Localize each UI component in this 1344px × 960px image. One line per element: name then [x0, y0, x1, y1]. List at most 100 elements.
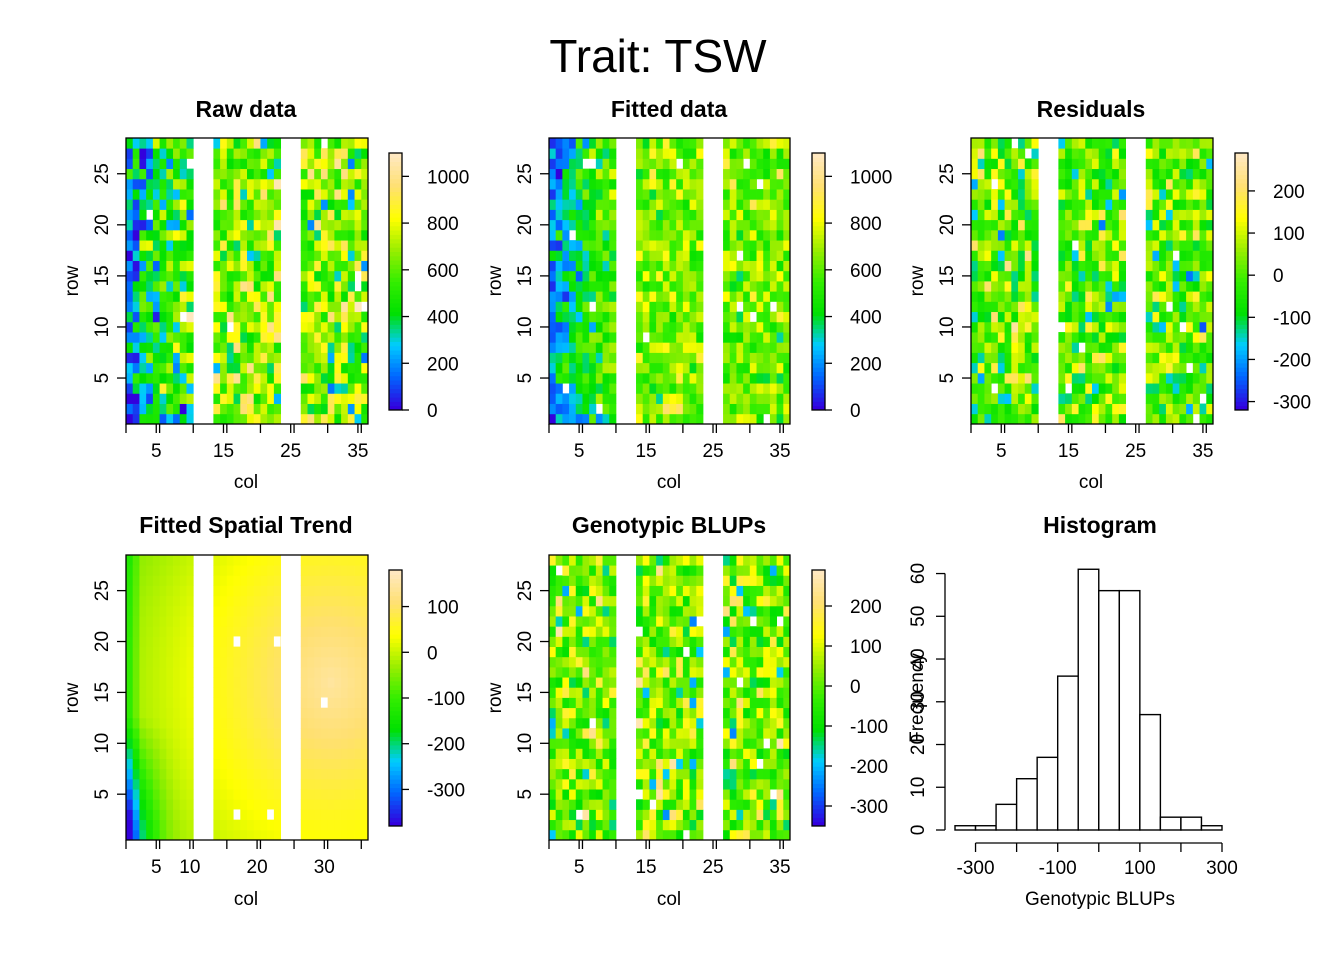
heatmap-cell — [609, 413, 617, 425]
heatmap-cell — [320, 677, 329, 688]
heatmap-cell — [240, 738, 248, 749]
heatmap-cell — [240, 626, 248, 637]
heatmap-cell — [749, 148, 757, 159]
heatmap-cell — [132, 636, 140, 648]
heatmap-cell — [273, 178, 282, 190]
heatmap-cell — [213, 342, 221, 353]
heatmap-cell — [213, 291, 221, 302]
heatmap-cell — [240, 728, 248, 739]
heatmap-cell — [320, 209, 329, 221]
colorbar-swatch — [812, 642, 825, 648]
heatmap-cell — [152, 240, 161, 251]
heatmap-cell — [776, 383, 784, 394]
heatmap-cell — [1118, 168, 1127, 180]
heatmap-cell — [595, 342, 603, 353]
heatmap-cell — [354, 728, 362, 739]
x-axis-label: col — [657, 889, 681, 910]
heatmap-cell — [609, 687, 617, 698]
colorbar-swatch — [812, 813, 825, 818]
heatmap-cell — [173, 138, 181, 149]
heatmap-cell — [186, 829, 194, 841]
heatmap-cell — [723, 178, 731, 190]
colorbar-swatch — [1235, 204, 1248, 210]
heatmap-cell — [669, 656, 677, 668]
heatmap-cell — [662, 209, 670, 221]
heatmap-cell — [669, 301, 677, 313]
heatmap-cell — [159, 707, 167, 719]
heatmap-cell — [595, 829, 603, 841]
heatmap-cell — [186, 728, 194, 739]
heatmap-cell — [1199, 403, 1207, 415]
heatmap-cell — [1145, 321, 1153, 333]
heatmap-cell — [179, 595, 187, 607]
heatmap-cell — [776, 321, 784, 333]
heatmap-cell — [267, 636, 275, 648]
heatmap-cell — [636, 666, 644, 678]
heatmap-cell — [361, 778, 369, 790]
heatmap-cell — [273, 829, 282, 841]
heatmap-cell — [260, 158, 268, 170]
colorbar-swatch — [389, 642, 402, 648]
heatmap-cell — [1172, 372, 1180, 384]
heatmap-cell — [314, 229, 322, 241]
heatmap-cell — [549, 809, 557, 821]
heatmap-cell — [126, 656, 134, 668]
heatmap-cell — [1118, 260, 1127, 272]
heatmap-cell — [327, 616, 335, 627]
heatmap-cell — [682, 178, 690, 190]
heatmap-cell — [126, 799, 134, 810]
heatmap-cell — [1092, 281, 1100, 292]
heatmap-cell — [1071, 393, 1079, 404]
heatmap-cell — [152, 393, 161, 404]
heatmap-cell — [1206, 148, 1214, 159]
panel-title: Histogram — [1043, 512, 1157, 538]
heatmap-cell — [649, 342, 657, 353]
heatmap-cell — [334, 738, 342, 749]
heatmap-cell — [1098, 342, 1106, 353]
heatmap-cell — [562, 403, 570, 415]
colorbar-swatch — [1235, 367, 1248, 372]
heatmap-cell — [689, 281, 697, 292]
colorbar-swatch — [812, 298, 825, 304]
heatmap-cell — [126, 595, 134, 607]
heatmap-cell — [146, 250, 154, 261]
heatmap-cell — [649, 829, 657, 841]
heatmap-cell — [1058, 178, 1066, 190]
heatmap-cell — [132, 687, 140, 698]
heatmap-cell — [783, 393, 791, 404]
heatmap-cell — [1065, 240, 1073, 251]
heatmap-cell — [595, 158, 603, 170]
heatmap-cell — [347, 677, 355, 688]
heatmap-cell — [186, 372, 194, 384]
heatmap-cell — [696, 799, 704, 810]
heatmap-cell — [1031, 189, 1039, 200]
heatmap-cell — [213, 413, 221, 425]
heatmap-cell — [575, 687, 583, 698]
heatmap-cell — [354, 168, 362, 180]
heatmap-cell — [749, 342, 757, 353]
colorbar-swatch — [812, 762, 825, 767]
heatmap-cell — [555, 555, 563, 566]
heatmap-cell — [159, 636, 167, 648]
colorbar-tick-label: -300 — [1273, 393, 1311, 414]
heatmap-cell — [549, 260, 557, 272]
heatmap-cell — [253, 758, 261, 770]
heatmap-cell — [347, 291, 355, 302]
heatmap-cell — [656, 829, 664, 841]
heatmap-cell — [682, 362, 690, 374]
heatmap-cell — [991, 281, 999, 292]
heatmap-cell — [179, 555, 187, 566]
heatmap-cell — [682, 819, 690, 831]
heatmap-cell — [347, 778, 355, 790]
heatmap-cell — [354, 311, 362, 323]
heatmap-cell — [602, 301, 610, 313]
heatmap-cell — [1105, 229, 1113, 241]
heatmap-cell — [656, 626, 664, 637]
heatmap-cell — [1112, 321, 1120, 333]
heatmap-cell — [1145, 229, 1153, 241]
heatmap-cell — [1206, 199, 1214, 210]
colorbar-swatch — [389, 350, 402, 355]
heatmap-cell — [273, 158, 282, 170]
heatmap-cell — [636, 646, 644, 658]
heatmap-cell — [334, 728, 342, 739]
